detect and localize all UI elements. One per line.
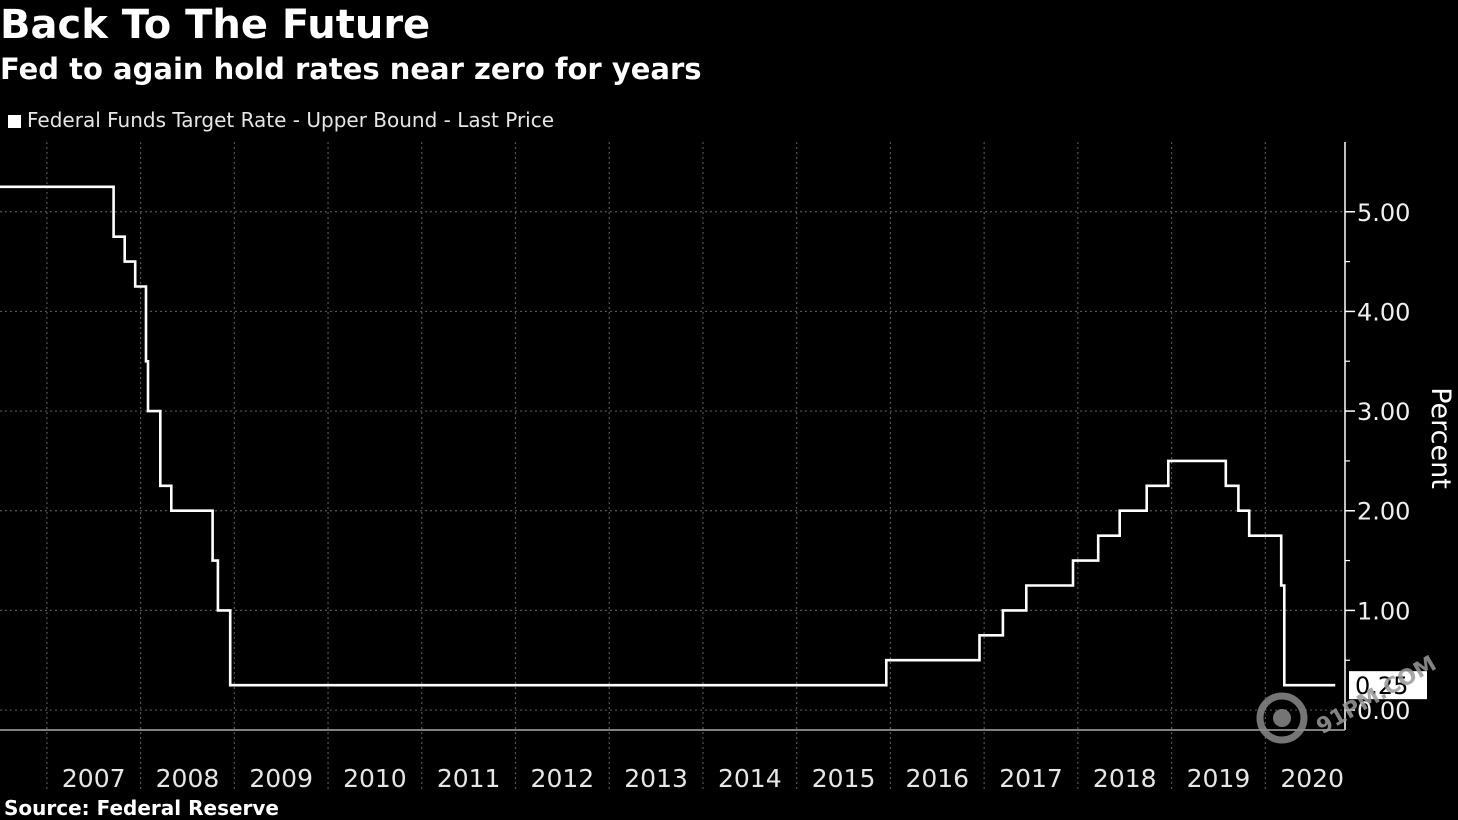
y-tick-label: 3.00 <box>1357 398 1410 426</box>
tick-labels: 2007 2008 2009 2010 2011 2012 2013 2014 2015 2016… <box>62 199 1456 793</box>
x-tick-label: 2019 <box>1187 764 1251 793</box>
x-tick-label: 2013 <box>624 764 688 793</box>
legend-swatch <box>8 115 21 128</box>
x-tick-label: 2014 <box>718 764 782 793</box>
chart-title: Back To The Future <box>0 2 431 48</box>
watermark-logo: 91PM.COM <box>1256 651 1441 744</box>
y-axis-title: Percent <box>1425 387 1456 489</box>
x-tick-label: 2011 <box>437 764 501 793</box>
x-tick-label: 2008 <box>156 764 220 793</box>
svg-text:91PM.COM: 91PM.COM <box>1312 651 1440 740</box>
source-note: Source: Federal Reserve <box>4 796 279 820</box>
series-layer <box>0 185 1336 687</box>
x-tick-label: 2020 <box>1280 764 1344 793</box>
x-tick-label: 2016 <box>905 764 969 793</box>
x-tick-label: 2017 <box>999 764 1063 793</box>
chart-subtitle: Fed to again hold rates near zero for ye… <box>0 52 702 86</box>
y-tick-label: 5.00 <box>1357 199 1410 227</box>
y-tick-label: 1.00 <box>1357 597 1410 625</box>
series-line <box>0 185 1336 687</box>
last-value-box <box>1349 671 1427 700</box>
x-tick-label: 2018 <box>1093 764 1157 793</box>
last-value-label: 0.25 <box>1355 672 1408 700</box>
y-tick-label: 4.00 <box>1357 298 1410 326</box>
axes <box>0 142 1355 731</box>
x-tick-label: 2010 <box>343 764 407 793</box>
x-tick-label: 2012 <box>531 764 595 793</box>
x-tick-label: 2007 <box>62 764 126 793</box>
y-tick-label: 2.00 <box>1357 498 1410 526</box>
x-tick-label: 2015 <box>812 764 876 793</box>
legend-label: Federal Funds Target Rate - Upper Bound … <box>27 108 555 132</box>
legend: Federal Funds Target Rate - Upper Bound … <box>8 108 554 132</box>
gridlines <box>0 142 1345 792</box>
y-tick-label: 0.00 <box>1357 697 1410 725</box>
x-tick-label: 2009 <box>249 764 313 793</box>
